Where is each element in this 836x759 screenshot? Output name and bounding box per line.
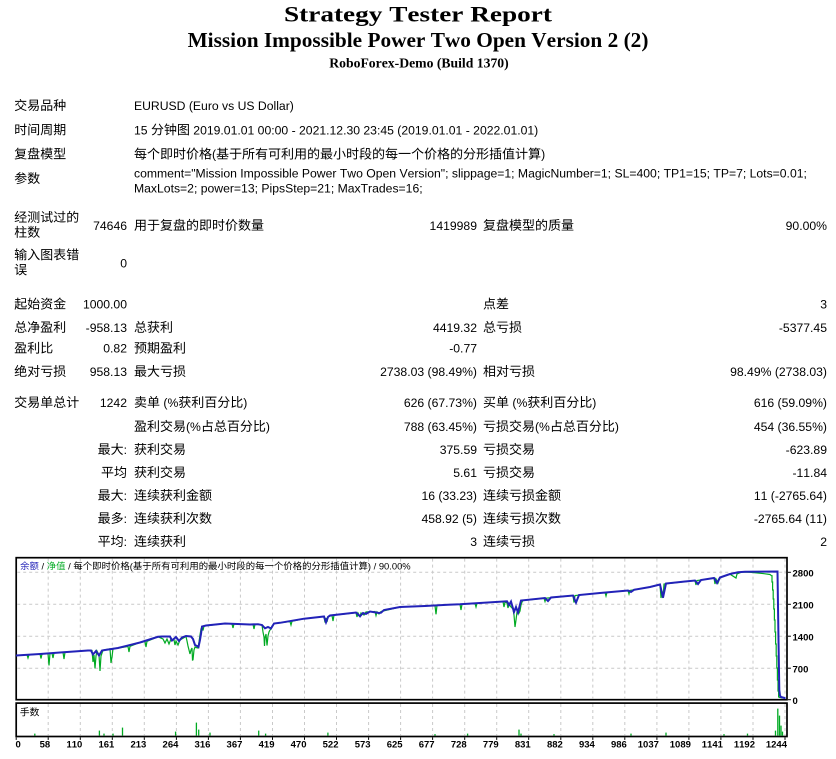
svg-text:1400: 1400	[793, 632, 814, 643]
svg-text:): )	[266, 420, 270, 434]
svg-text::: :	[124, 512, 127, 526]
svg-text:2800: 2800	[793, 569, 814, 580]
svg-text:1089: 1089	[670, 740, 691, 751]
svg-text:-11.84: -11.84	[792, 466, 827, 480]
svg-text:1242: 1242	[100, 396, 127, 410]
svg-text:(%: (%	[512, 396, 527, 410]
svg-text:-623.89: -623.89	[786, 443, 828, 457]
svg-text:616 (59.09%): 616 (59.09%)	[754, 396, 827, 410]
svg-text:2100: 2100	[793, 601, 814, 612]
svg-text:Strategy Tester Report: Strategy Tester Report	[284, 2, 553, 27]
svg-text:367: 367	[227, 740, 243, 751]
svg-text:958.13: 958.13	[90, 365, 127, 379]
svg-text:) / 90.00%: ) / 90.00%	[368, 560, 411, 571]
svg-text:779: 779	[483, 740, 499, 751]
svg-text::: :	[124, 489, 127, 503]
svg-text:(%: (%	[163, 396, 178, 410]
svg-text:1419989: 1419989	[430, 219, 478, 233]
svg-text::: :	[124, 443, 127, 457]
svg-text:213: 213	[130, 740, 146, 751]
svg-text:1192: 1192	[734, 740, 755, 751]
svg-text:(: (	[212, 148, 216, 162]
svg-text:16 (33.23): 16 (33.23)	[421, 489, 477, 503]
svg-text:2738.03 (98.49%): 2738.03 (98.49%)	[380, 365, 477, 379]
svg-text:454 (36.55%): 454 (36.55%)	[754, 420, 827, 434]
svg-text:): )	[541, 148, 545, 162]
svg-text:934: 934	[579, 740, 596, 751]
svg-text:): )	[243, 396, 247, 410]
svg-text:): )	[592, 396, 596, 410]
svg-text:0: 0	[16, 740, 21, 751]
svg-text:3: 3	[470, 535, 477, 549]
svg-text:677: 677	[419, 740, 435, 751]
svg-text:90.00%: 90.00%	[786, 219, 827, 233]
svg-text:(%: (%	[186, 420, 201, 434]
svg-text:Mission Impossible Power Two O: Mission Impossible Power Two Open Versio…	[188, 28, 649, 52]
svg-text:1000.00: 1000.00	[83, 298, 127, 312]
svg-text:831: 831	[515, 740, 532, 751]
svg-text::: :	[124, 535, 127, 549]
svg-text:625: 625	[387, 740, 404, 751]
svg-text:458.92 (5): 458.92 (5)	[421, 512, 477, 526]
svg-text:626 (67.73%): 626 (67.73%)	[404, 396, 477, 410]
svg-text:788 (63.45%): 788 (63.45%)	[404, 420, 477, 434]
svg-text:573: 573	[355, 740, 371, 751]
svg-text:3: 3	[820, 298, 827, 312]
svg-text:882: 882	[547, 740, 563, 751]
svg-text:MaxLots=2; power=13; PipsStep=: MaxLots=2; power=13; PipsStep=21; MaxTra…	[134, 181, 423, 195]
svg-text:1244: 1244	[766, 740, 788, 751]
svg-text:522: 522	[323, 740, 339, 751]
svg-text:1037: 1037	[638, 740, 659, 751]
svg-text:110: 110	[66, 740, 82, 751]
svg-text:EURUSD (Euro vs US Dollar): EURUSD (Euro vs US Dollar)	[134, 99, 294, 113]
svg-text:986: 986	[611, 740, 627, 751]
svg-text:161: 161	[98, 740, 115, 751]
svg-text:375.59: 375.59	[440, 443, 477, 457]
svg-text:RoboForex-Demo (Build 1370): RoboForex-Demo (Build 1370)	[329, 56, 508, 72]
svg-text:4419.32: 4419.32	[433, 321, 477, 335]
svg-text:1141: 1141	[702, 740, 724, 751]
svg-text:74646: 74646	[93, 219, 127, 233]
svg-text:/: /	[68, 560, 71, 571]
svg-text:5.61: 5.61	[453, 466, 477, 480]
svg-text:-2765.64 (11): -2765.64 (11)	[754, 512, 827, 526]
svg-text:264: 264	[163, 740, 180, 751]
svg-text:-958.13: -958.13	[86, 321, 128, 335]
svg-text:470: 470	[291, 740, 307, 751]
svg-text:2019.01.01 00:00 - 2021.12.30: 2019.01.01 00:00 - 2021.12.30 23:45 (201…	[193, 123, 538, 137]
svg-text:316: 316	[195, 740, 211, 751]
svg-text:): )	[615, 420, 619, 434]
svg-text:58: 58	[40, 740, 51, 751]
svg-text:15: 15	[134, 123, 148, 137]
svg-text:98.49% (2738.03): 98.49% (2738.03)	[730, 365, 827, 379]
svg-text:2: 2	[820, 535, 827, 549]
svg-text:11 (-2765.64): 11 (-2765.64)	[754, 489, 827, 503]
svg-text:700: 700	[793, 664, 809, 675]
svg-text:0: 0	[120, 256, 127, 270]
svg-text:0: 0	[793, 696, 798, 707]
svg-text:(: (	[130, 560, 134, 571]
svg-text:-0.77: -0.77	[449, 342, 477, 356]
svg-text:-5377.45: -5377.45	[779, 321, 827, 335]
svg-text:728: 728	[451, 740, 467, 751]
svg-text:/: /	[42, 560, 45, 571]
svg-text:(%: (%	[535, 420, 550, 434]
svg-text:419: 419	[259, 740, 275, 751]
svg-text:0.82: 0.82	[103, 342, 127, 356]
svg-text:comment="Mission Impossible Po: comment="Mission Impossible Power Two Op…	[134, 166, 807, 180]
